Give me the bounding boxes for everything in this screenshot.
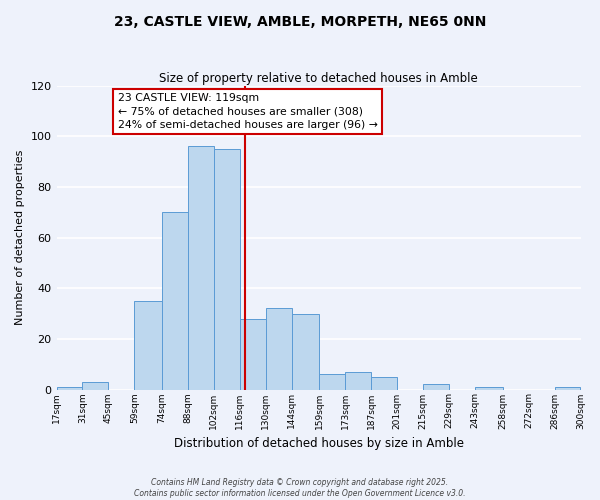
Bar <box>371 377 397 390</box>
Bar <box>554 387 580 390</box>
Bar <box>134 301 162 390</box>
Bar <box>292 314 319 390</box>
Y-axis label: Number of detached properties: Number of detached properties <box>15 150 25 326</box>
Bar <box>240 318 266 390</box>
Text: Contains HM Land Registry data © Crown copyright and database right 2025.
Contai: Contains HM Land Registry data © Crown c… <box>134 478 466 498</box>
X-axis label: Distribution of detached houses by size in Amble: Distribution of detached houses by size … <box>173 437 464 450</box>
Bar <box>266 308 292 390</box>
Text: 23, CASTLE VIEW, AMBLE, MORPETH, NE65 0NN: 23, CASTLE VIEW, AMBLE, MORPETH, NE65 0N… <box>114 15 486 29</box>
Bar <box>319 374 346 390</box>
Bar <box>82 382 109 390</box>
Bar <box>56 387 82 390</box>
Bar <box>423 384 449 390</box>
Text: 23 CASTLE VIEW: 119sqm
← 75% of detached houses are smaller (308)
24% of semi-de: 23 CASTLE VIEW: 119sqm ← 75% of detached… <box>118 94 377 130</box>
Bar <box>188 146 214 390</box>
Bar <box>162 212 188 390</box>
Bar <box>346 372 371 390</box>
Bar <box>214 149 240 390</box>
Title: Size of property relative to detached houses in Amble: Size of property relative to detached ho… <box>159 72 478 85</box>
Bar <box>475 387 503 390</box>
